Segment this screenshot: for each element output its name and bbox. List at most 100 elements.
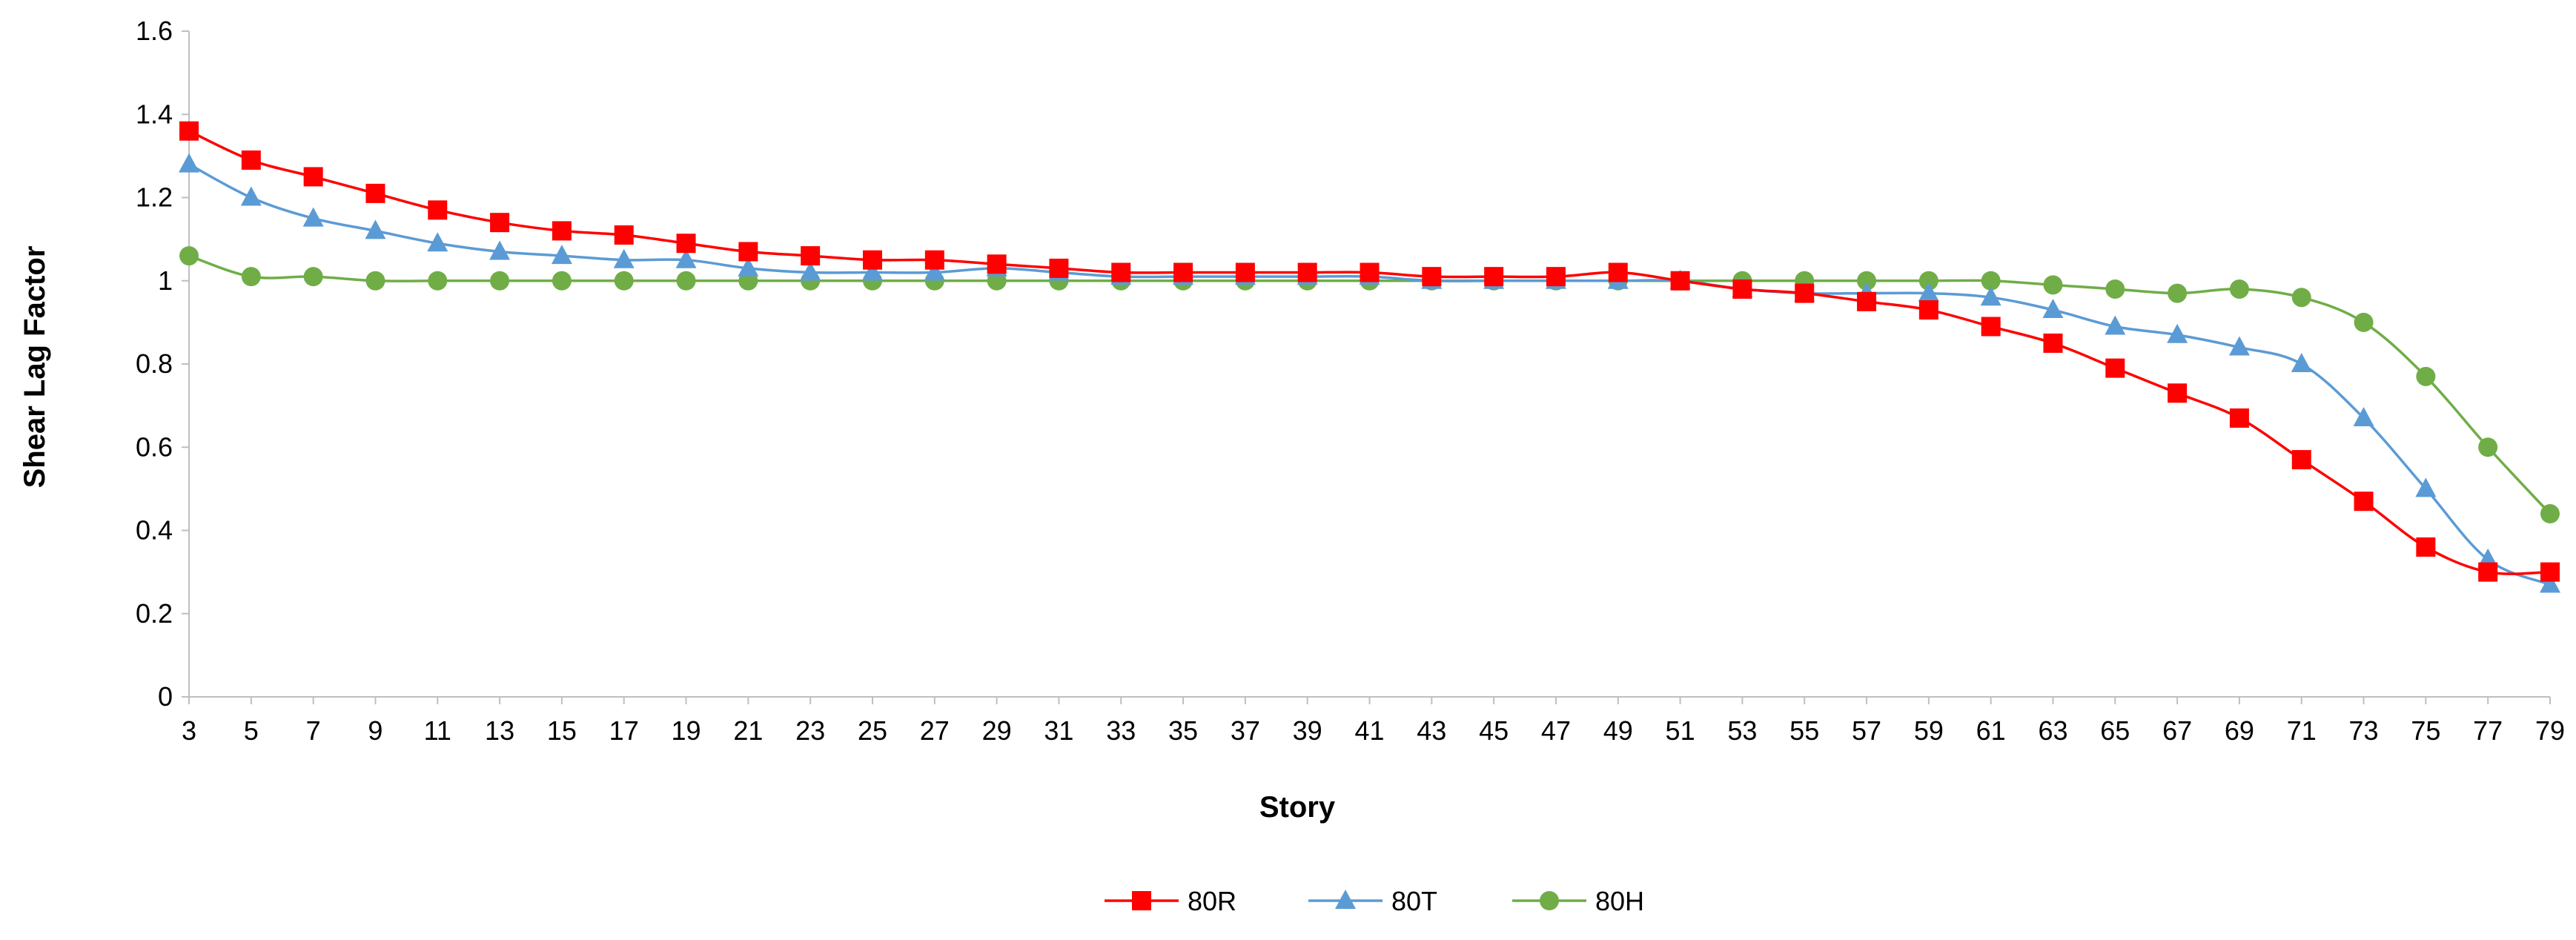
y-tick-label: 0.6 [136, 431, 173, 462]
data-point [2291, 353, 2312, 372]
legend-item-80T: 80T [1308, 886, 1437, 916]
x-tick-label: 53 [1727, 715, 1757, 746]
x-tick-label: 21 [733, 715, 763, 746]
legend-marker [1335, 890, 1356, 909]
data-point [987, 254, 1007, 274]
series-line [188, 130, 2551, 575]
data-point [365, 271, 385, 291]
data-point [2105, 279, 2125, 299]
data-point [2415, 477, 2437, 497]
data-point [1981, 317, 2001, 337]
data-point [613, 248, 635, 268]
data-point [2291, 450, 2311, 470]
legend-item-80H: 80H [1512, 886, 1644, 916]
x-tick-label: 55 [1789, 715, 1819, 746]
x-tick-label: 59 [1914, 715, 1944, 746]
data-point [2105, 315, 2126, 335]
legend-label: 80H [1595, 886, 1644, 916]
data-point [427, 232, 448, 252]
x-tick-label: 25 [858, 715, 887, 746]
x-tick-label: 11 [424, 715, 451, 746]
data-point [303, 267, 323, 287]
x-tick-label: 51 [1666, 715, 1695, 746]
data-point [1546, 267, 1566, 287]
data-point [179, 153, 199, 173]
data-point [676, 234, 696, 254]
x-tick-label: 43 [1417, 715, 1446, 746]
legend-item-80R: 80R [1105, 886, 1236, 916]
y-axis-ticks: 0 0.2 0.4 0.6 0.8 1 1.2 1.4 1.6 [136, 16, 189, 712]
x-tick-label: 29 [982, 715, 1012, 746]
x-tick-label: 9 [368, 715, 383, 746]
x-tick-label: 79 [2535, 715, 2565, 746]
data-point [2168, 283, 2188, 303]
x-tick-label: 67 [2162, 715, 2192, 746]
data-point [1981, 271, 2001, 291]
data-point [1173, 262, 1193, 282]
data-point [428, 200, 448, 220]
data-point [924, 250, 944, 270]
data-point [2229, 408, 2249, 428]
x-tick-label: 27 [920, 715, 950, 746]
y-tick-label: 1 [158, 265, 173, 296]
x-tick-label: 49 [1603, 715, 1633, 746]
data-point [2105, 358, 2125, 378]
chart-axes [188, 31, 2550, 698]
x-tick-label: 69 [2225, 715, 2254, 746]
x-tick-label: 37 [1231, 715, 1260, 746]
data-point [489, 240, 511, 260]
data-point [1049, 258, 1069, 278]
x-tick-label: 15 [547, 715, 577, 746]
data-point [1111, 262, 1131, 282]
y-tick-label: 1.4 [136, 99, 173, 129]
series-80R [179, 121, 2560, 582]
data-point [800, 261, 821, 281]
data-point [365, 219, 386, 239]
x-axis-title: Story [1259, 791, 1336, 824]
data-point [1422, 267, 1442, 287]
data-point [2354, 312, 2374, 332]
data-point [551, 245, 572, 265]
data-point [1980, 286, 2001, 306]
x-axis-ticks: 3 5 7 9 11 13 15 17 19 21 23 25 27 29 31 33 35 37 39 41 43 45… [182, 697, 2565, 746]
y-tick-label: 1.6 [136, 16, 173, 46]
x-tick-label: 35 [1168, 715, 1198, 746]
data-point [2043, 275, 2063, 295]
data-point [1918, 300, 1938, 320]
data-point [1484, 267, 1504, 287]
data-point [801, 246, 821, 266]
legend-marker [1540, 891, 1559, 910]
x-tick-label: 45 [1479, 715, 1509, 746]
data-point [2353, 406, 2374, 426]
data-point [738, 242, 758, 262]
y-axis-title: Shear Lag Factor [19, 246, 51, 489]
data-point [365, 183, 385, 203]
data-point [2416, 366, 2436, 386]
data-point [1918, 271, 1938, 291]
x-tick-label: 77 [2473, 715, 2503, 746]
x-tick-label: 65 [2100, 715, 2130, 746]
data-point [1235, 262, 1255, 282]
data-point [2540, 562, 2560, 582]
x-tick-label: 31 [1044, 715, 1073, 746]
data-point [490, 213, 510, 233]
series-80T [179, 153, 2560, 593]
data-point [1670, 271, 1690, 291]
x-tick-label: 41 [1354, 715, 1384, 746]
x-tick-label: 75 [2411, 715, 2440, 746]
x-tick-label: 73 [2349, 715, 2379, 746]
data-point [2167, 323, 2188, 343]
data-point [614, 225, 634, 245]
data-point [552, 221, 572, 241]
x-tick-label: 33 [1106, 715, 1136, 746]
legend-label: 80R [1188, 886, 1236, 916]
data-point [179, 246, 199, 266]
series-80H [179, 246, 2560, 524]
legend-marker [1132, 891, 1151, 910]
x-tick-label: 57 [1852, 715, 1881, 746]
data-point [240, 186, 262, 206]
data-point [862, 250, 882, 270]
y-tick-label: 0.4 [136, 515, 173, 546]
series-line [188, 254, 2552, 515]
